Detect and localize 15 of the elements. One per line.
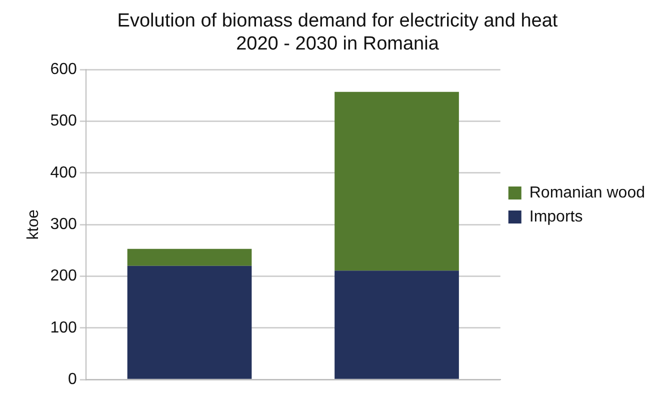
y-axis-title: ktoe: [25, 209, 42, 240]
bar: [127, 248, 252, 266]
y-tick-label: 400: [50, 164, 77, 182]
y-tick-label: 0: [68, 371, 77, 388]
y-tick-label: 200: [50, 268, 77, 285]
chart-title: Evolution of biomass demand for electricity and heat 2020 - 2030 in Romania: [117, 10, 558, 54]
bar: [334, 270, 459, 379]
legend-label: Imports: [529, 208, 583, 226]
y-tick-label: 100: [50, 319, 77, 336]
y-tick-label: 500: [50, 112, 77, 130]
y-tick-label: 600: [50, 61, 77, 78]
bar: [334, 92, 459, 271]
legend-label: Romanian wood: [529, 184, 645, 202]
y-tick-label: 300: [50, 216, 77, 234]
bar: [127, 266, 252, 379]
